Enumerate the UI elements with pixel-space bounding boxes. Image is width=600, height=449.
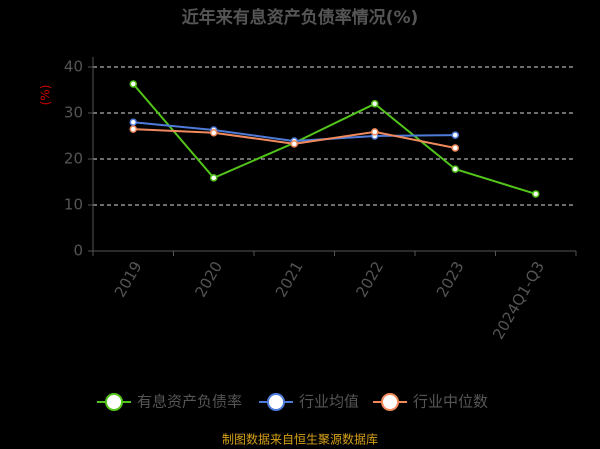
x-tick-label: 2021	[272, 258, 307, 300]
y-tick-label: 10	[64, 196, 83, 214]
data-point	[290, 140, 298, 148]
y-axis-label: (%)	[39, 85, 53, 106]
x-tick-label: 2024Q1-Q3	[489, 258, 548, 342]
data-point	[129, 118, 137, 126]
legend-label: 行业中位数	[413, 393, 488, 411]
data-point	[129, 125, 137, 133]
data-point	[129, 80, 137, 88]
y-tick-label: 40	[64, 58, 83, 76]
footer: 制图数据来自恒生聚源数据库	[222, 432, 378, 447]
legend-marker	[267, 393, 285, 411]
x-tick-label: 2019	[111, 258, 146, 300]
data-point	[371, 100, 379, 108]
data-point	[210, 174, 218, 182]
data-point	[210, 129, 218, 137]
chart-title: 近年来有息资产负债率情况(%)	[182, 7, 419, 28]
data-point	[451, 165, 459, 173]
series-line	[132, 83, 537, 195]
y-tick-label: 0	[73, 242, 83, 260]
data-point	[371, 128, 379, 136]
x-tick-label: 2023	[433, 258, 468, 300]
data-point	[451, 131, 459, 139]
data-point	[532, 190, 540, 198]
legend-marker	[105, 393, 123, 411]
legend-marker	[381, 393, 399, 411]
y-tick-label: 30	[64, 104, 83, 122]
x-tick-label: 2020	[191, 258, 226, 300]
y-tick-label: 20	[64, 150, 83, 168]
legend-label: 行业均值	[299, 393, 359, 411]
legend-label: 有息资产负债率	[137, 393, 242, 411]
x-tick-label: 2022	[352, 258, 387, 300]
data-point	[451, 144, 459, 152]
